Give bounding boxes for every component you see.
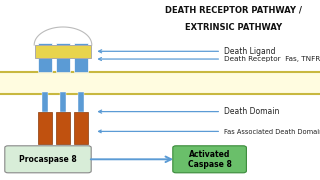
- Bar: [74, 43, 88, 72]
- Bar: [38, 112, 52, 144]
- Bar: [42, 92, 48, 112]
- Text: Fas Associated Death Domain( FADD ): Fas Associated Death Domain( FADD ): [99, 128, 320, 135]
- Text: EXTRINSIC PATHWAY: EXTRINSIC PATHWAY: [185, 23, 282, 32]
- Bar: [56, 112, 70, 144]
- Text: Activated
Caspase 8: Activated Caspase 8: [188, 150, 232, 169]
- Bar: [35, 45, 91, 58]
- Bar: [38, 43, 52, 72]
- Text: Death Ligand: Death Ligand: [99, 47, 276, 56]
- Text: DEATH RECEPTOR PATHWAY /: DEATH RECEPTOR PATHWAY /: [165, 5, 302, 14]
- Bar: [56, 43, 70, 72]
- Bar: [0, 72, 320, 94]
- Bar: [74, 112, 88, 144]
- Text: Procaspase 8: Procaspase 8: [19, 155, 77, 164]
- Text: Death Domain: Death Domain: [99, 107, 279, 116]
- Bar: [78, 92, 84, 112]
- FancyBboxPatch shape: [173, 146, 246, 173]
- Text: Death Receptor  Fas, TNFR: Death Receptor Fas, TNFR: [99, 56, 320, 62]
- FancyBboxPatch shape: [5, 146, 91, 173]
- Bar: [60, 92, 66, 112]
